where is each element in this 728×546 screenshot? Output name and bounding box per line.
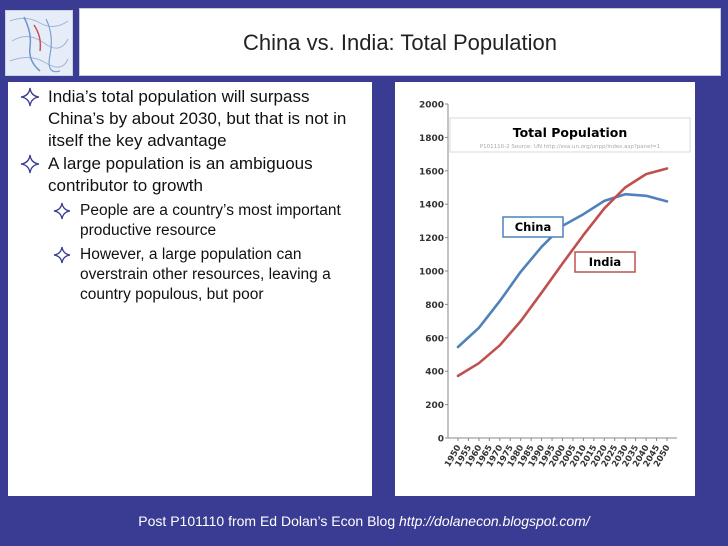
footer-text: Post P101110 from Ed Dolan’s Econ Blog bbox=[138, 513, 396, 529]
bullet-diamond-icon bbox=[20, 87, 40, 107]
chart-title-box bbox=[449, 117, 691, 153]
sub-bullet-text: People are a country’s most important pr… bbox=[80, 202, 341, 239]
y-tick-label: 1600 bbox=[419, 167, 444, 177]
series-line-india bbox=[456, 167, 669, 378]
footer: Post P101110 from Ed Dolan’s Econ Blog h… bbox=[0, 513, 728, 529]
map-logo-icon bbox=[5, 10, 73, 76]
chart-source-note: P101110-2 Source: UN http://esa.un.org/u… bbox=[480, 144, 660, 150]
y-tick-label: 1400 bbox=[419, 201, 444, 211]
y-tick-label: 1200 bbox=[419, 234, 444, 244]
callout-label-india: India bbox=[589, 255, 621, 269]
slide-title: China vs. India: Total Population bbox=[243, 30, 557, 55]
sub-bullet-item: However, a large population can overstra… bbox=[52, 245, 362, 305]
footer-link[interactable]: http://dolanecon.blogspot.com/ bbox=[399, 513, 590, 529]
bullet-diamond-icon bbox=[20, 154, 40, 174]
y-tick-label: 2000 bbox=[419, 101, 444, 111]
bullet-list: India’s total population will surpass Ch… bbox=[20, 86, 362, 305]
bullet-diamond-icon bbox=[53, 202, 71, 220]
text-panel bbox=[8, 82, 372, 496]
bullet-text: A large population is an ambiguous contr… bbox=[48, 154, 313, 195]
bullet-text: India’s total population will surpass Ch… bbox=[48, 87, 347, 150]
bullet-diamond-icon bbox=[53, 246, 71, 264]
callout-label-china: China bbox=[515, 220, 552, 234]
bullet-item: A large population is an ambiguous contr… bbox=[20, 153, 362, 197]
y-tick-label: 1000 bbox=[419, 268, 444, 278]
bullet-item: India’s total population will surpass Ch… bbox=[20, 86, 362, 152]
title-box: China vs. India: Total Population bbox=[79, 8, 721, 76]
sub-bullet-text: However, a large population can overstra… bbox=[80, 246, 331, 303]
callout-box-india bbox=[574, 251, 636, 273]
y-tick-label: 400 bbox=[425, 368, 444, 378]
y-tick-label: 0 bbox=[438, 435, 444, 445]
chart-panel: 0 200 400 600 800 1000 1200 1400 1600 1800 2000 19… bbox=[395, 82, 695, 496]
callout-box-china bbox=[502, 216, 564, 238]
sub-bullet-item: People are a country’s most important pr… bbox=[52, 201, 362, 241]
y-tick-label: 1800 bbox=[419, 134, 444, 144]
y-tick-label: 200 bbox=[425, 401, 444, 411]
y-tick-label: 800 bbox=[425, 301, 444, 311]
y-tick-label: 600 bbox=[425, 334, 444, 344]
chart-title: Total Population bbox=[513, 125, 628, 140]
